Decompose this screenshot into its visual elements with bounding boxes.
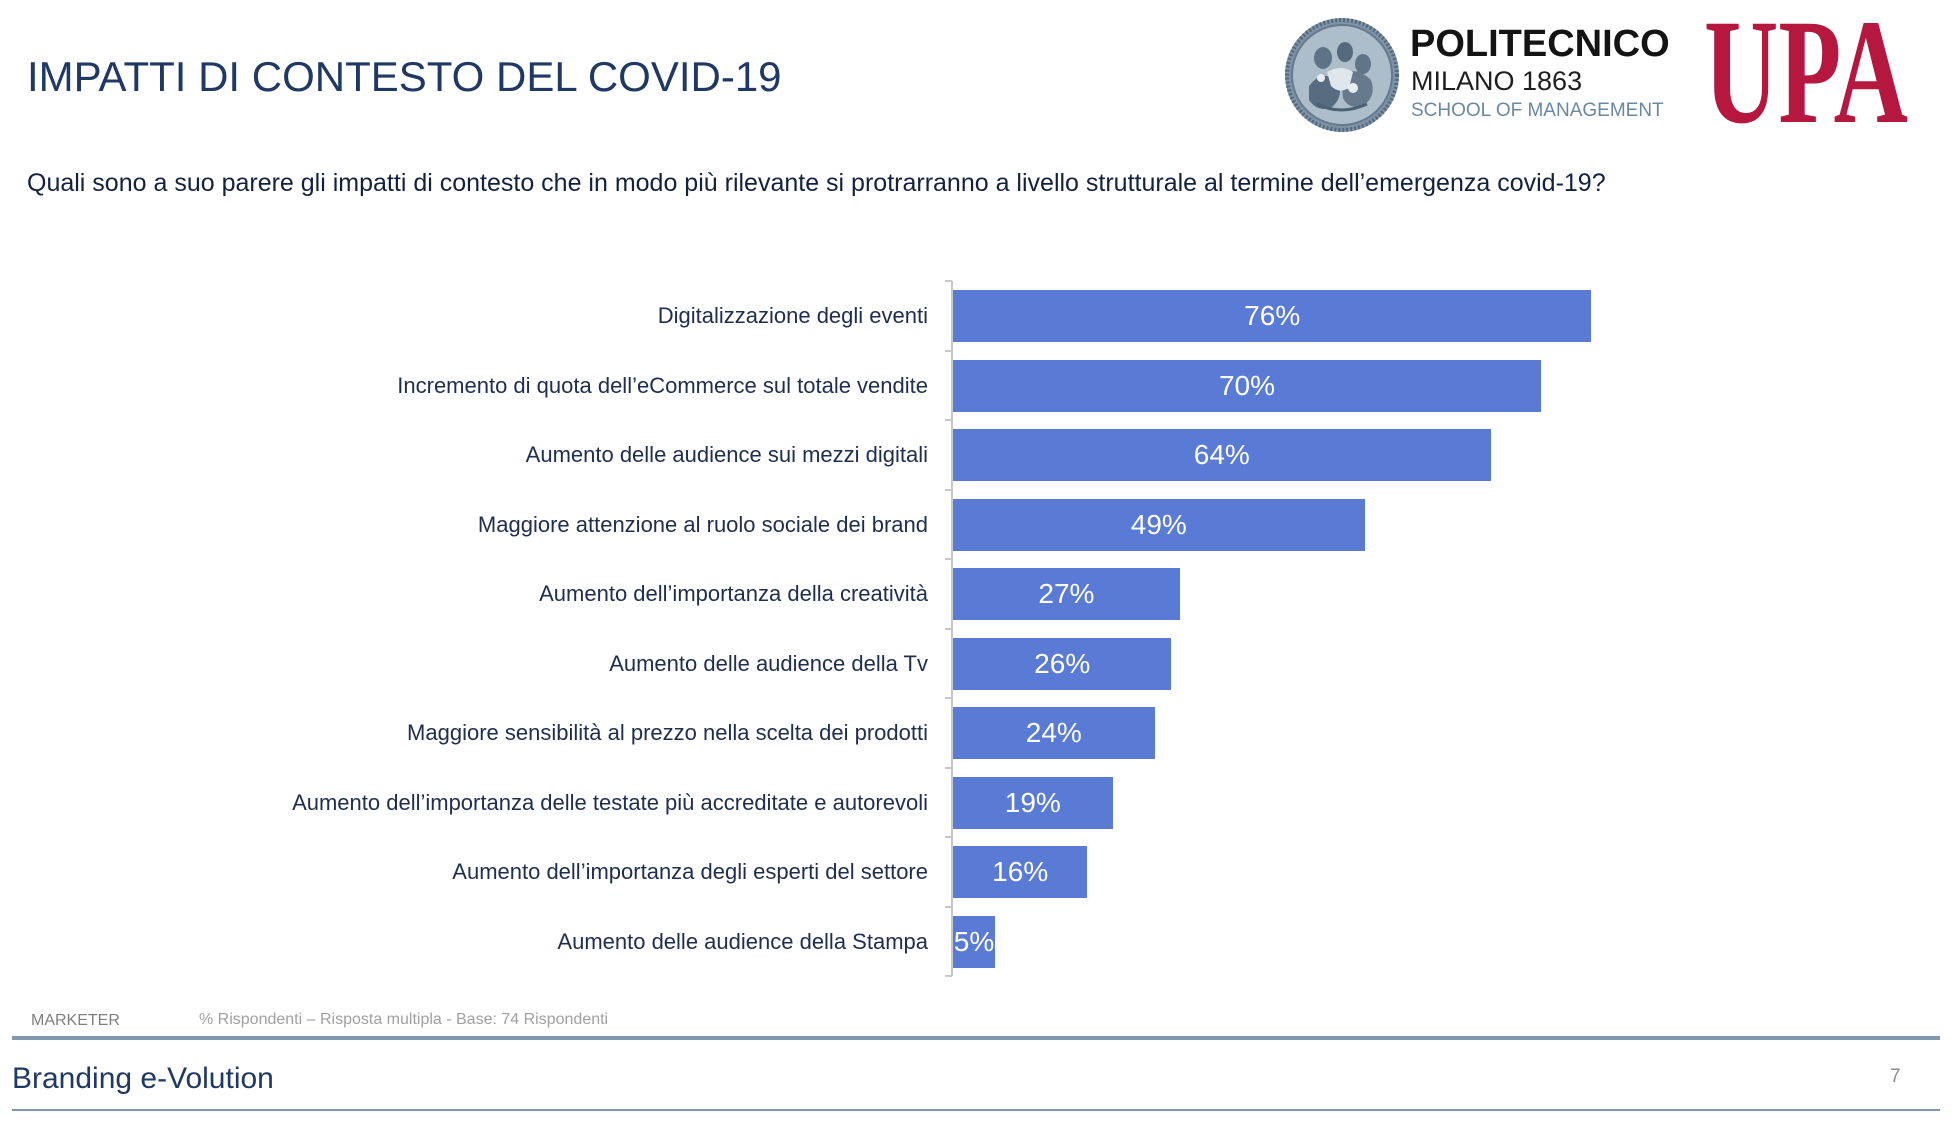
data-label: 70% xyxy=(1218,369,1276,401)
data-label: 49% xyxy=(1130,508,1187,540)
bar: 70% xyxy=(953,359,1541,412)
bar: 27% xyxy=(953,568,1180,620)
bar: 5% xyxy=(953,915,995,968)
category-axis-line xyxy=(951,281,953,977)
axis-tick xyxy=(945,488,952,491)
bar: 49% xyxy=(953,498,1365,551)
data-label: 24% xyxy=(1025,717,1082,748)
axis-tick xyxy=(945,419,952,422)
footer-note: % Rispondenti – Risposta multipla - Base… xyxy=(199,1011,609,1028)
footer-divider xyxy=(12,1036,1940,1040)
axis-tick xyxy=(945,627,952,630)
axis-tick xyxy=(945,697,952,700)
data-label: 5% xyxy=(953,925,995,957)
category-label: Incremento di quota dell’eCommerce sul t… xyxy=(397,372,928,398)
bar: 24% xyxy=(953,707,1155,759)
category-label: Maggiore attenzione al ruolo sociale dei… xyxy=(477,511,928,537)
footer-brand: Branding e-Volution xyxy=(12,1062,274,1095)
footer-segment: MARKETER xyxy=(31,1012,120,1029)
page-number: 7 xyxy=(1890,1066,1901,1087)
bar: 19% xyxy=(953,776,1113,829)
upa-logo-text: UPA xyxy=(1704,16,1908,128)
axis-tick xyxy=(945,280,952,283)
category-label: Aumento delle audience sui mezzi digital… xyxy=(525,442,928,467)
data-label: 64% xyxy=(1193,439,1250,470)
politecnico-logo-city: MILANO 1863 xyxy=(1411,66,1583,96)
data-label: 76% xyxy=(1244,300,1301,331)
axis-tick xyxy=(945,836,952,839)
politecnico-logo-school: SCHOOL OF MANAGEMENT xyxy=(1411,100,1664,121)
bar: 26% xyxy=(953,637,1172,690)
bottom-divider xyxy=(12,1109,1940,1111)
axis-tick xyxy=(945,905,952,908)
category-label: Maggiore sensibilità al prezzo nella sce… xyxy=(407,720,928,745)
data-label: 16% xyxy=(992,856,1049,887)
bar: 64% xyxy=(953,429,1491,481)
category-label: Aumento delle audience della Stampa xyxy=(557,928,928,954)
category-label: Digitalizzazione degli eventi xyxy=(657,303,928,328)
axis-tick xyxy=(945,558,952,561)
category-label: Aumento dell’importanza degli esperti de… xyxy=(452,859,928,884)
axis-tick xyxy=(945,349,952,352)
category-label: Aumento dell’importanza della creatività xyxy=(539,581,928,606)
bar-chart: Digitalizzazione degli eventi 76% Incremen… xyxy=(292,280,1592,978)
axis-tick xyxy=(945,766,952,769)
data-label: 27% xyxy=(1038,578,1095,609)
data-label: 19% xyxy=(1004,786,1061,818)
category-label: Aumento dell’importanza delle testate pi… xyxy=(292,789,928,815)
slide-title: IMPATTI DI CONTESTO DEL COVID-19 xyxy=(27,53,782,100)
category-label: Aumento delle audience della Tv xyxy=(609,650,928,676)
survey-question: Quali sono a suo parere gli impatti di c… xyxy=(27,169,1606,197)
university-seal-icon xyxy=(1285,18,1399,132)
politecnico-logo-name: POLITECNICO xyxy=(1410,23,1670,65)
data-label: 26% xyxy=(1034,647,1091,679)
upa-logo: UPA xyxy=(1704,16,1908,128)
axis-tick xyxy=(945,975,952,978)
bar: 76% xyxy=(953,290,1592,342)
bar: 16% xyxy=(953,846,1088,898)
